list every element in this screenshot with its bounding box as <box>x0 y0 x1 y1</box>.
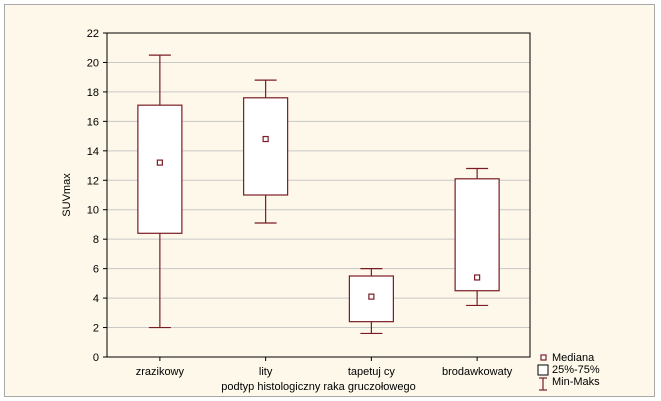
box-2 <box>243 79 289 224</box>
y-tick-label: 14 <box>87 146 99 158</box>
median-marker <box>474 274 481 281</box>
x-tick-label: zrazikowy <box>136 366 185 378</box>
box-iqr <box>454 178 500 292</box>
box-1 <box>137 54 183 329</box>
x-tick-label: brodawkowaty <box>442 366 513 378</box>
y-axis-ticks: 0 2 4 6 8 10 12 14 16 18 20 22 <box>87 28 107 364</box>
x-tick-label: lity <box>259 366 273 378</box>
y-tick-label: 12 <box>87 175 99 187</box>
box-iqr <box>137 104 183 234</box>
box-4 <box>454 167 500 307</box>
legend-label: 25%-75% <box>552 364 600 376</box>
y-tick-label: 6 <box>93 264 99 276</box>
y-tick-label: 4 <box>93 293 99 305</box>
y-tick-label: 20 <box>87 57 99 69</box>
chart-frame <box>4 4 655 397</box>
box-series <box>137 54 500 335</box>
y-axis-label: SUVmax <box>61 173 73 217</box>
x-axis-label: podtyp histologiczny raka gruczołowego <box>221 381 415 393</box>
y-tick-label: 8 <box>93 234 99 246</box>
y-tick-label: 18 <box>87 87 99 99</box>
box-3 <box>348 268 394 335</box>
y-tick-label: 2 <box>93 323 99 335</box>
plot-area <box>106 32 531 358</box>
legend-label: Min-Maks <box>552 376 600 388</box>
box-iqr <box>243 97 289 196</box>
legend-box-symbol <box>537 364 549 376</box>
median-marker <box>368 293 375 300</box>
x-axis-ticks: zrazikowy lity tapetuj cy brodawkowaty <box>136 357 513 378</box>
x-tick-label: tapetuj cy <box>348 366 396 378</box>
y-tick-label: 10 <box>87 205 99 217</box>
y-tick-label: 0 <box>93 352 99 364</box>
legend-median-symbol <box>540 354 547 361</box>
y-tick-label: 22 <box>87 28 99 40</box>
legend-label: Mediana <box>552 352 595 364</box>
median-marker <box>262 135 269 143</box>
y-tick-label: 16 <box>87 116 99 128</box>
median-marker <box>156 159 163 166</box>
